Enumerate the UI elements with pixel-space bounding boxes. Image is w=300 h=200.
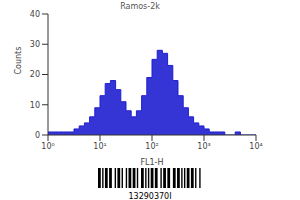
svg-text:30: 30 <box>30 40 40 49</box>
html-text:Ramos-2k: Ramos-2k <box>120 2 160 11</box>
svg-text:40: 40 <box>30 10 40 19</box>
svg-text:Counts: Counts <box>14 47 23 75</box>
svg-text:10¹: 10¹ <box>93 142 106 151</box>
svg-text:10: 10 <box>30 101 40 110</box>
svg-text:10⁴: 10⁴ <box>249 142 262 151</box>
html-text:13290370I: 13290370I <box>128 192 172 200</box>
svg-text:10⁰: 10⁰ <box>41 142 54 151</box>
svg-text:FL1-H: FL1-H <box>140 158 163 165</box>
svg-text:20: 20 <box>30 70 40 79</box>
svg-text:0: 0 <box>35 131 40 140</box>
svg-text:10²: 10² <box>145 142 158 151</box>
svg-text:10³: 10³ <box>197 142 210 151</box>
